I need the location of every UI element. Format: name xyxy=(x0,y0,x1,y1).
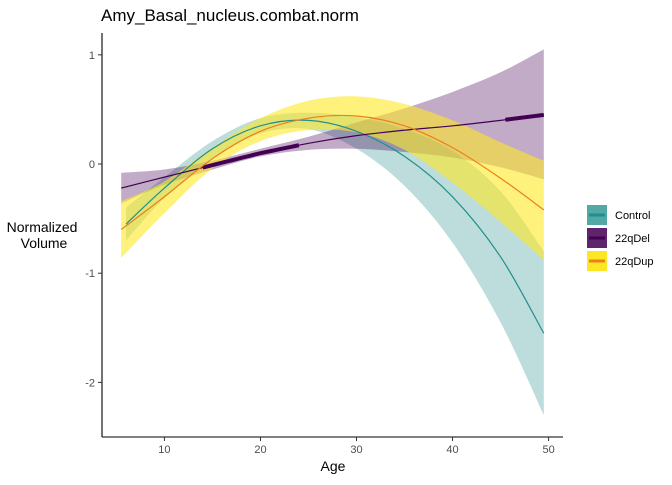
x-tick-label: 10 xyxy=(158,444,170,456)
band-22qdel xyxy=(121,49,544,204)
chart-title: Amy_Basal_nucleus.combat.norm xyxy=(101,6,359,25)
confidence-bands xyxy=(121,49,544,416)
y-axis-title: Normalized Volume xyxy=(7,219,82,251)
y-tick-label: -2 xyxy=(85,377,95,389)
x-tick-label: 50 xyxy=(542,444,554,456)
legend-label-22qdup: 22qDup xyxy=(615,256,654,268)
band-22qdup xyxy=(121,96,544,261)
x-tick-label: 30 xyxy=(350,444,362,456)
x-axis-title: Age xyxy=(321,458,346,474)
y-axis-title-line-1: Normalized xyxy=(7,219,78,235)
line-22qdup xyxy=(120,114,545,231)
y-axis-title-line-2: Volume xyxy=(21,235,68,251)
y-tick-label: -1 xyxy=(85,268,95,280)
series-lines xyxy=(120,112,545,334)
axes: 10 20 30 40 50 -2 -1 0 1 xyxy=(85,33,563,456)
emphasis-22qdel-0 xyxy=(202,143,300,170)
y-tick-label: 0 xyxy=(89,159,95,171)
line-control xyxy=(125,119,545,334)
legend: Control 22qDel 22qDup xyxy=(587,205,654,271)
line-22qdel xyxy=(121,114,544,189)
emphasis-22qdel-1 xyxy=(505,112,545,122)
x-tick-label: 20 xyxy=(254,444,266,456)
legend-label-control: Control xyxy=(615,210,650,222)
legend-label-22qdel: 22qDel xyxy=(615,233,650,245)
band-control xyxy=(126,112,544,416)
y-tick-label: 1 xyxy=(89,50,95,62)
x-tick-label: 40 xyxy=(446,444,458,456)
